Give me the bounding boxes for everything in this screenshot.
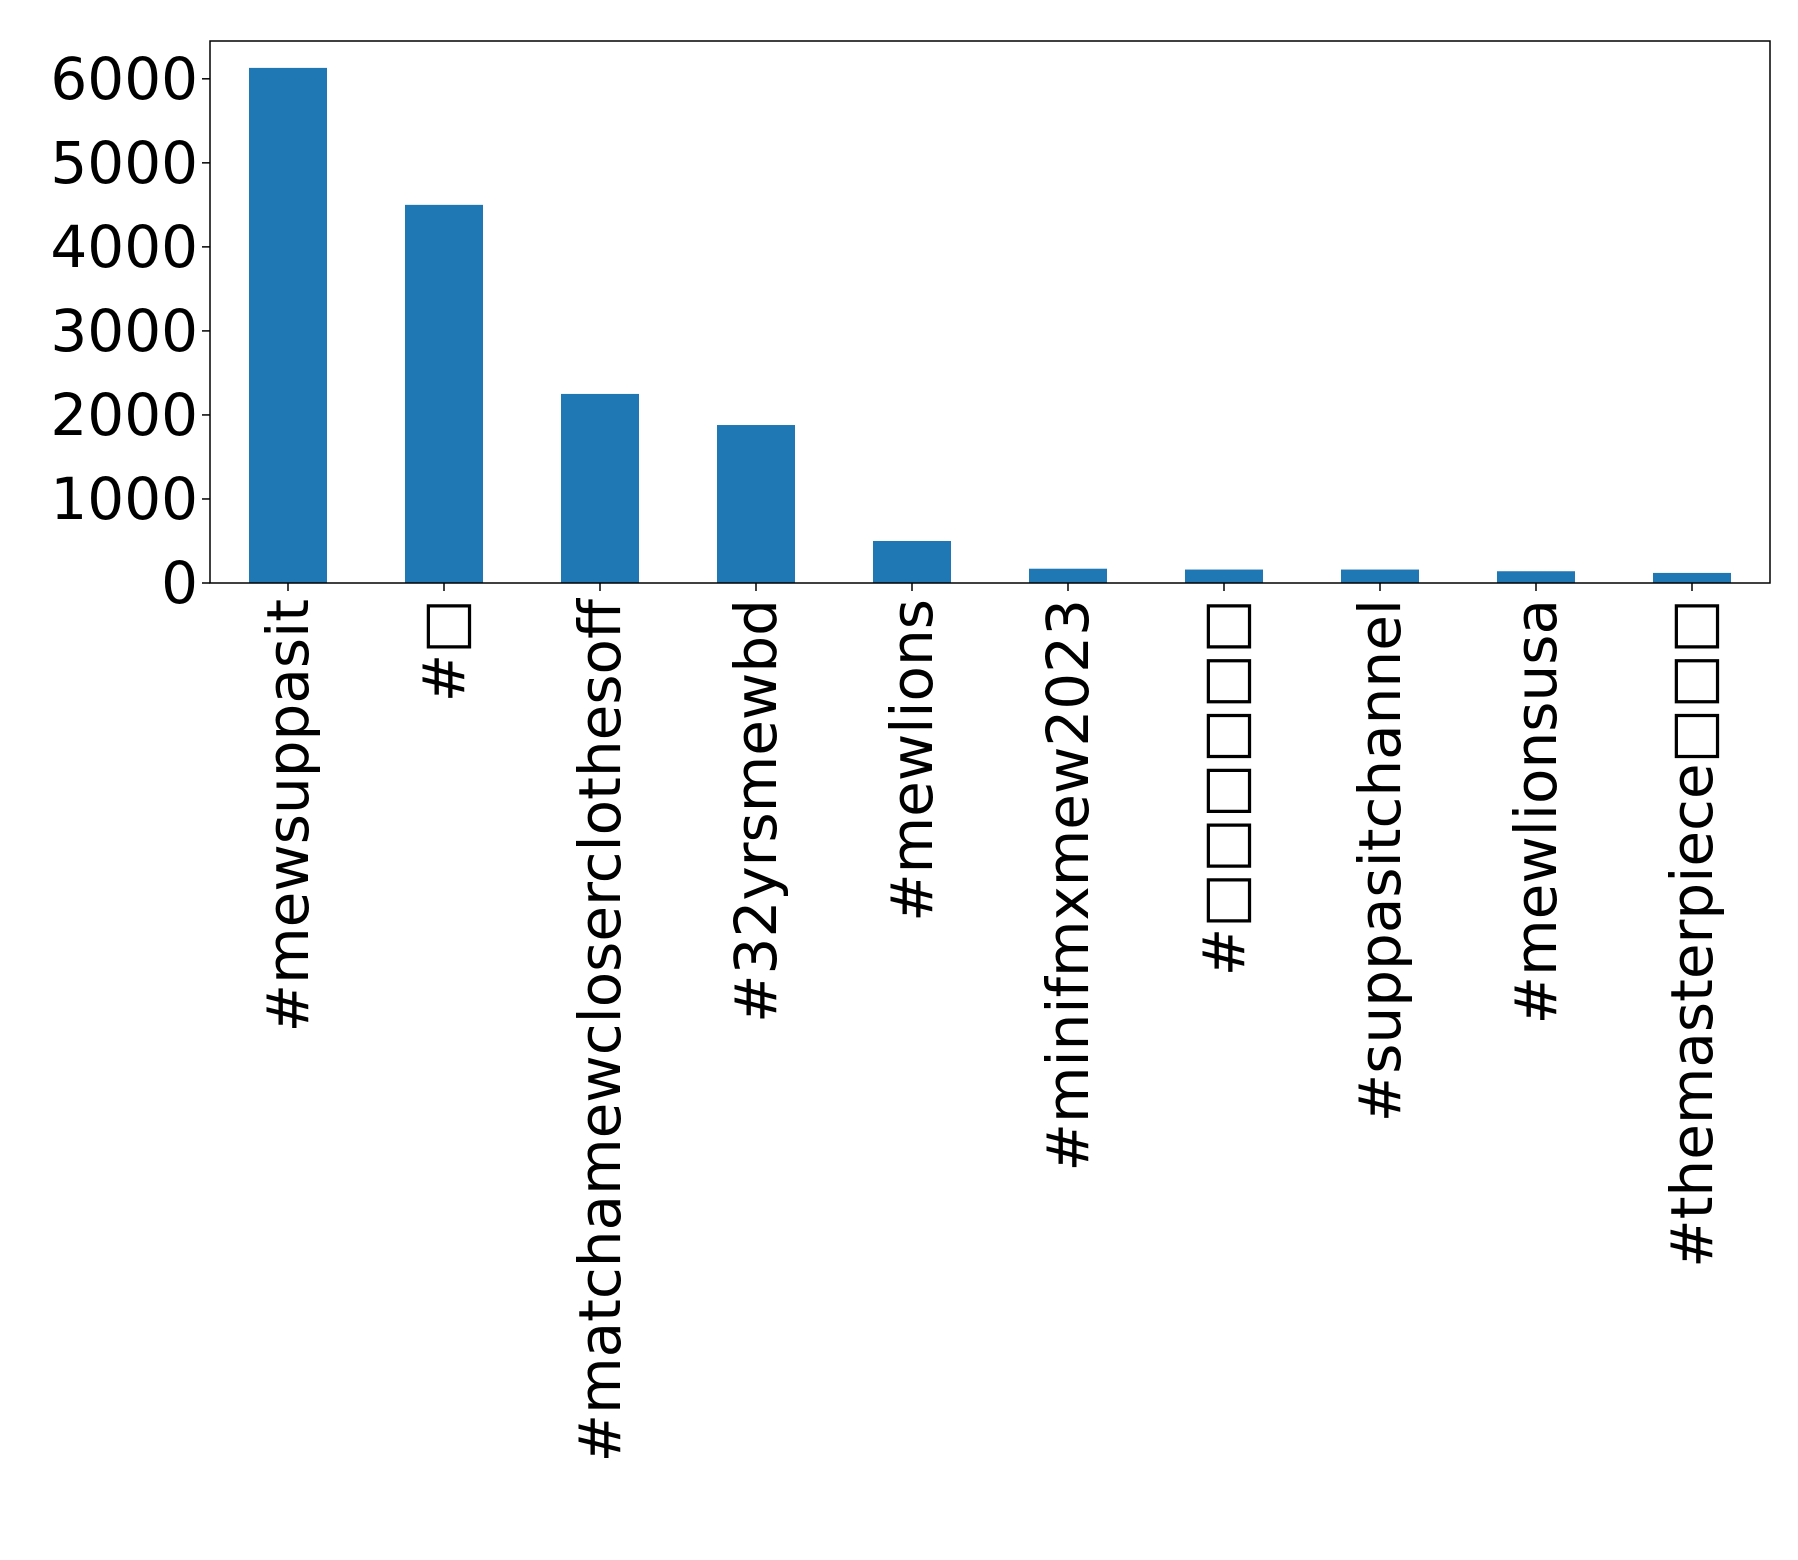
y-tick-label: 2000 <box>50 381 198 449</box>
x-tick-label: #□□□□□□ <box>1190 599 1258 976</box>
x-tick-label: #matchamewcloserclothesoff <box>566 597 634 1463</box>
y-axis: 0 1000 2000 3000 4000 5000 6000 <box>50 45 210 617</box>
bar <box>1029 568 1107 583</box>
bar <box>1185 569 1263 583</box>
bar <box>1497 571 1575 583</box>
bar <box>249 67 327 584</box>
x-tick-label: #suppasitchannel <box>1346 599 1414 1122</box>
bar <box>1341 569 1419 583</box>
bar <box>561 393 639 583</box>
bar <box>405 204 483 583</box>
y-tick-label: 6000 <box>50 45 198 113</box>
bar <box>1653 572 1731 583</box>
plot-frame <box>209 40 1771 584</box>
x-tick-label: #mewsuppasit <box>254 599 322 1032</box>
x-tick-label: #minifmxmew2023 <box>1034 599 1102 1172</box>
x-tick-label: #□ <box>410 599 478 702</box>
bars-group <box>249 67 1731 584</box>
y-tick-label: 5000 <box>50 129 198 197</box>
bar <box>717 425 795 583</box>
x-tick-label: #themasterpiece□□□ <box>1658 599 1726 1268</box>
x-tick-label: #mewlions <box>878 599 946 922</box>
x-axis: #mewsuppasit #□ #matchamewcloserclothesoff… <box>254 583 1726 1463</box>
y-tick-label: 1000 <box>50 465 198 533</box>
y-tick-label: 4000 <box>50 213 198 281</box>
bar <box>873 540 951 583</box>
y-tick-label: 3000 <box>50 297 198 365</box>
x-tick-label: #mewlionsusa <box>1502 599 1570 1024</box>
x-tick-label: #32yrsmewbd <box>722 599 790 1023</box>
y-tick-label: 0 <box>161 549 198 617</box>
